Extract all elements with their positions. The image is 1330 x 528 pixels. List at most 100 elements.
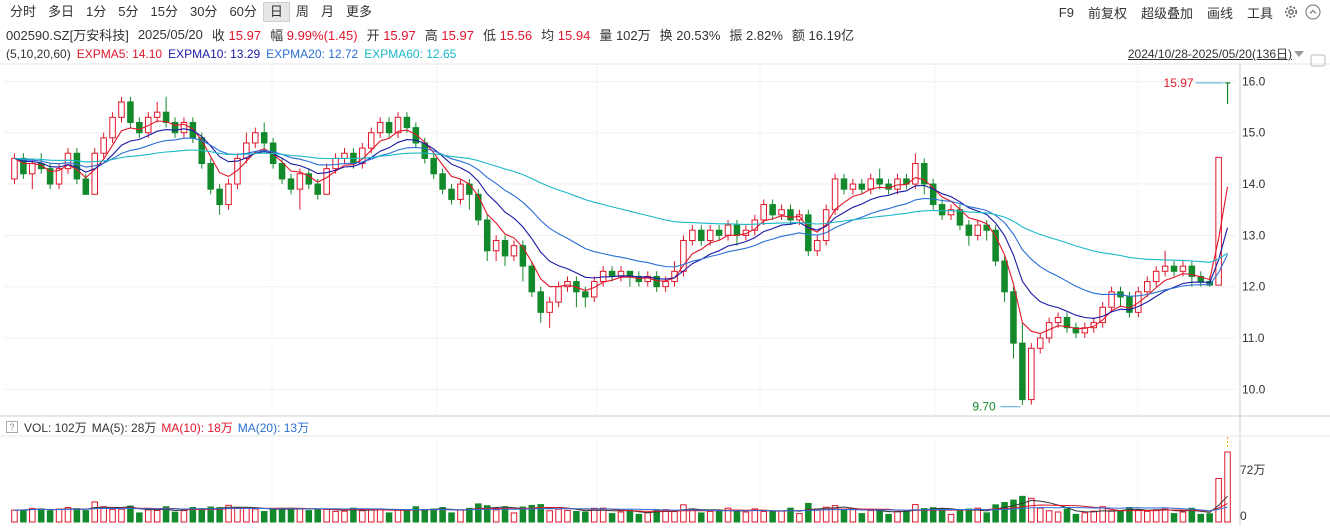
price-tick-3: 13.0: [1242, 228, 1266, 242]
volume-bar: [840, 509, 848, 523]
range-dropdown-icon[interactable]: [1294, 51, 1304, 57]
volume-bar: [1054, 511, 1062, 523]
ma-params[interactable]: (5,10,20,60): [6, 47, 71, 61]
candle-body: [787, 209, 794, 221]
period-tab-0[interactable]: 分时: [10, 4, 37, 19]
period-tab-8[interactable]: 周: [295, 4, 309, 19]
volume-bar: [46, 510, 54, 523]
candle-body: [403, 116, 411, 129]
open-value: 15.97: [383, 27, 416, 43]
candle-body: [1188, 265, 1196, 277]
period-tab-10[interactable]: 更多: [345, 4, 372, 19]
volume-bar: [1117, 510, 1124, 523]
collapse-icon[interactable]: [1302, 1, 1324, 23]
volume-bar: [858, 513, 866, 523]
candle-body: [956, 209, 964, 226]
volume-bar: [1036, 507, 1044, 523]
candle-body: [1063, 316, 1071, 329]
volume-bar: [162, 506, 170, 523]
overlay-button[interactable]: 超级叠加: [1140, 5, 1193, 21]
turnover-label: 换: [659, 27, 673, 43]
candle-body: [519, 245, 527, 267]
volume-bar: [733, 510, 741, 523]
volume-bar: [1019, 495, 1026, 523]
vol-ma20: MA(20): 13万: [237, 420, 310, 435]
stock-code: 002590.SZ[万安科技]: [6, 27, 129, 43]
candle-body: [153, 111, 161, 118]
ma5-line: [14, 120, 1229, 335]
volume-bar: [1152, 509, 1160, 523]
volume-bar: [849, 509, 857, 523]
volume-bar: [385, 512, 393, 523]
volume-bar: [510, 512, 518, 523]
amplitude-label: 振: [729, 27, 743, 43]
candle-body: [46, 168, 54, 185]
volume-bar: [519, 506, 527, 523]
settings-icon[interactable]: [1280, 1, 1302, 23]
candle-body: [1161, 265, 1169, 272]
candle-body: [475, 193, 482, 221]
amount-value: 16.19亿: [808, 27, 855, 43]
high-value: 15.97: [441, 27, 474, 43]
candle-body: [510, 245, 518, 257]
period-tab-2[interactable]: 1分: [86, 4, 107, 19]
candle-body: [483, 219, 491, 252]
period-tab-1[interactable]: 多日: [48, 4, 75, 19]
volume-bar: [769, 510, 776, 523]
candle-body: [260, 132, 268, 144]
volume-bar: [626, 509, 634, 523]
volume-bar: [760, 511, 767, 523]
price-tick-2: 14.0: [1242, 177, 1266, 191]
volume-bar: [644, 512, 652, 523]
candle-body: [929, 183, 937, 206]
volume-bar: [439, 507, 446, 523]
candle-body: [689, 229, 696, 241]
change-label: 幅: [270, 27, 284, 43]
ma5-legend: EXPMA5: 14.10: [76, 47, 163, 61]
avg-label: 均: [541, 27, 555, 43]
volume-bar: [448, 512, 455, 523]
candle-body: [1179, 265, 1187, 272]
volume-bar: [698, 512, 705, 523]
candle-body: [813, 240, 821, 252]
help-icon[interactable]: ?: [6, 421, 18, 433]
candle-body: [617, 270, 625, 277]
volume-bar: [573, 511, 580, 523]
vol-value: VOL: 102万: [24, 420, 87, 435]
amount-field: 额 16.19亿: [792, 25, 854, 44]
f9-button[interactable]: F9: [1058, 4, 1074, 20]
volume-bar: [1143, 510, 1151, 523]
volume-bar: [680, 504, 687, 523]
candle-body: [831, 178, 839, 211]
period-tab-7[interactable]: 日: [262, 2, 290, 22]
price-tick-4: 12.0: [1242, 280, 1266, 294]
candle-body: [91, 152, 99, 195]
candle-body: [234, 157, 241, 185]
candle-body: [1072, 327, 1080, 334]
period-tab-6[interactable]: 60分: [229, 4, 257, 19]
candle-body: [394, 116, 402, 134]
period-tab-4[interactable]: 15分: [150, 4, 178, 19]
tools-button[interactable]: 工具: [1246, 5, 1273, 21]
candle-body: [367, 132, 375, 149]
candle-body: [537, 291, 544, 313]
candle-body: [55, 168, 63, 185]
candle-body: [1028, 347, 1035, 401]
draw-line-button[interactable]: 画线: [1206, 5, 1233, 21]
adjust-price-button[interactable]: 前复权: [1087, 5, 1127, 21]
candle-body: [448, 188, 455, 200]
period-tab-5[interactable]: 30分: [189, 4, 218, 19]
low-value: 15.56: [499, 27, 533, 43]
volume-label: 量: [599, 27, 613, 43]
volume-bar: [234, 507, 241, 523]
period-tab-9[interactable]: 月: [320, 4, 334, 19]
candle-body: [412, 127, 420, 144]
volume-bar: [243, 507, 250, 523]
ma60-legend: EXPMA60: 12.65: [364, 47, 457, 61]
volume-bar: [207, 506, 214, 523]
volume-bar: [350, 507, 357, 523]
period-tab-3[interactable]: 5分: [118, 4, 139, 19]
candle-body: [136, 121, 143, 134]
date-range[interactable]: 2024/10/28-2025/05/20(136日): [1127, 47, 1292, 61]
